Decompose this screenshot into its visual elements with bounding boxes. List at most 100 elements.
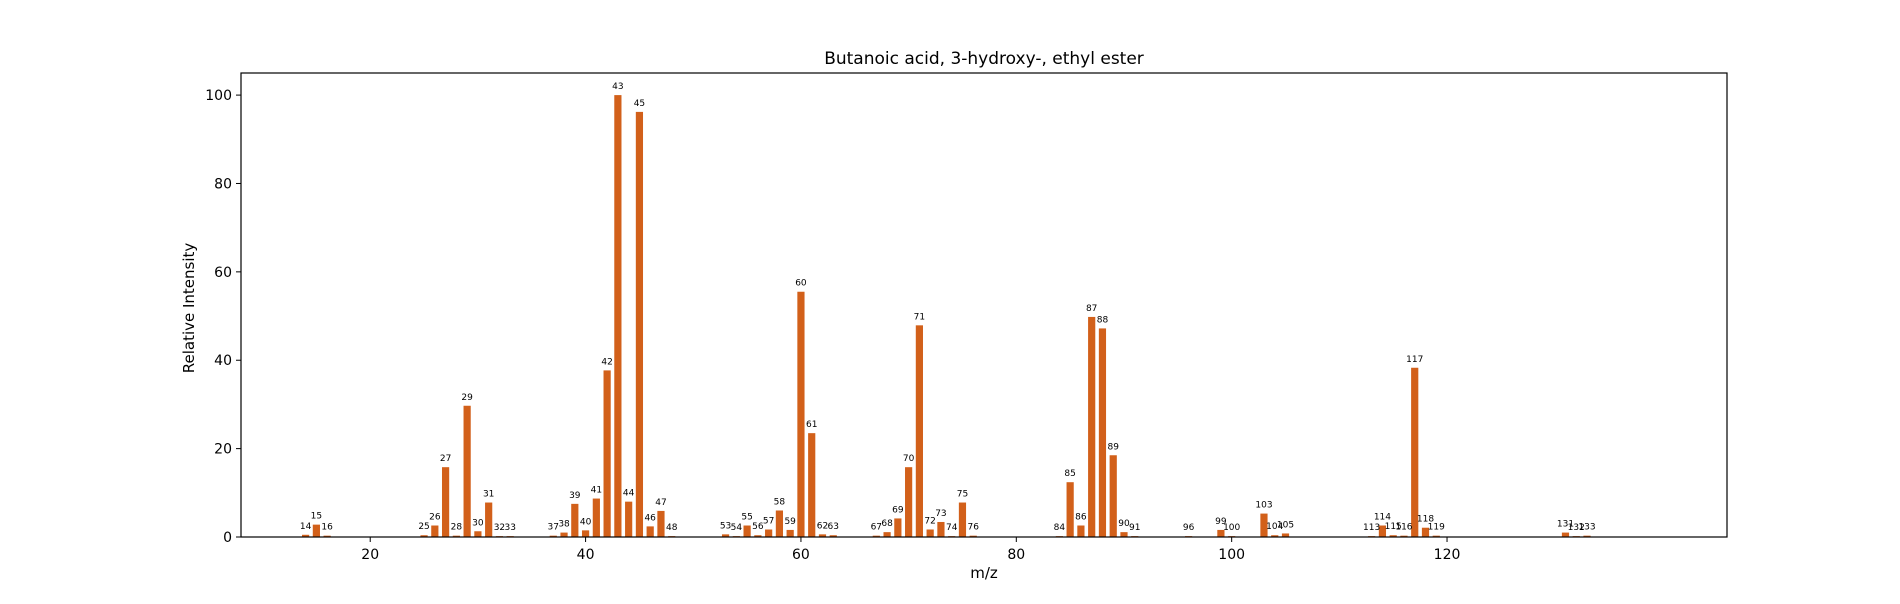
bar-mz-29	[463, 405, 471, 537]
bar-mz-76	[969, 535, 977, 537]
bar-mz-45	[635, 111, 644, 537]
bar-mz-73	[937, 521, 945, 537]
data-label-mz-55: 55	[741, 513, 752, 523]
data-label-mz-39: 39	[569, 491, 581, 501]
data-label-mz-118: 118	[1417, 515, 1434, 525]
bar-mz-115	[1389, 535, 1397, 537]
bar-mz-86	[1077, 525, 1085, 537]
data-label-mz-56: 56	[752, 522, 764, 532]
bar-mz-40	[581, 530, 590, 537]
x-tick-label-40: 40	[577, 547, 595, 563]
data-label-mz-89: 89	[1107, 442, 1119, 452]
bar-mz-44	[625, 501, 633, 537]
data-label-mz-57: 57	[763, 516, 774, 526]
y-tick-label-100: 100	[205, 88, 232, 104]
data-label-mz-114: 114	[1374, 513, 1391, 523]
bar-mz-59	[786, 529, 794, 537]
bar-mz-60	[797, 291, 805, 537]
bar-mz-53	[721, 534, 730, 537]
data-label-mz-76: 76	[968, 523, 980, 533]
bar-mz-61	[808, 433, 816, 537]
bar-mz-38	[560, 532, 568, 537]
data-label-mz-131: 131	[1557, 520, 1574, 530]
data-label-mz-104: 104	[1266, 522, 1283, 532]
data-label-mz-37: 37	[548, 523, 559, 533]
data-label-mz-132: 132	[1568, 523, 1585, 533]
bar-mz-90	[1120, 532, 1128, 537]
x-tick-label-20: 20	[361, 547, 379, 563]
bar-mz-47	[657, 510, 665, 537]
bar-mz-105	[1281, 533, 1290, 537]
bar-mz-39	[571, 503, 579, 537]
data-label-mz-15: 15	[311, 512, 322, 522]
data-label-mz-45: 45	[634, 99, 645, 109]
data-label-mz-96: 96	[1183, 523, 1195, 533]
bar-mz-71	[915, 325, 923, 537]
bar-mz-42	[603, 370, 611, 537]
data-label-mz-75: 75	[957, 490, 968, 500]
data-label-mz-70: 70	[903, 454, 915, 464]
data-label-mz-62: 62	[817, 521, 828, 531]
data-label-mz-33: 33	[504, 523, 515, 533]
data-label-mz-113: 113	[1363, 523, 1380, 533]
bar-mz-55	[743, 525, 751, 537]
data-label-mz-60: 60	[795, 279, 807, 289]
data-label-mz-103: 103	[1255, 501, 1272, 511]
data-label-mz-85: 85	[1064, 469, 1075, 479]
data-label-mz-100: 100	[1223, 523, 1240, 533]
data-label-mz-74: 74	[946, 523, 958, 533]
bar-mz-14	[302, 534, 310, 537]
bar-mz-119	[1432, 535, 1440, 537]
data-label-mz-116: 116	[1395, 523, 1412, 533]
bar-mz-26	[431, 525, 439, 537]
data-label-mz-27: 27	[440, 454, 451, 464]
data-label-mz-28: 28	[451, 523, 463, 533]
bar-mz-133	[1583, 535, 1591, 537]
data-label-mz-67: 67	[871, 523, 882, 533]
bar-mz-89	[1109, 455, 1117, 537]
bar-mz-67	[872, 535, 880, 537]
data-label-mz-58: 58	[774, 497, 786, 507]
data-label-mz-73: 73	[935, 509, 946, 519]
data-label-mz-69: 69	[892, 505, 904, 515]
data-label-mz-46: 46	[644, 513, 656, 523]
data-label-mz-38: 38	[558, 520, 570, 530]
data-label-mz-30: 30	[472, 518, 484, 528]
bar-mz-88	[1098, 328, 1107, 537]
axis-ticks-layer: 20 40 60 80 100 120 0 20 40 60 80 100	[205, 88, 1460, 563]
data-label-mz-42: 42	[601, 357, 612, 367]
bar-mz-62	[818, 534, 827, 537]
data-label-mz-54: 54	[731, 523, 743, 533]
data-label-mz-16: 16	[321, 523, 333, 533]
bar-mz-116	[1400, 535, 1408, 537]
bars-layer	[302, 95, 1591, 537]
bar-mz-131	[1561, 532, 1570, 537]
data-label-mz-26: 26	[429, 513, 441, 523]
bar-mz-114	[1378, 525, 1387, 537]
bar-mz-75	[958, 502, 967, 537]
data-label-mz-61: 61	[806, 420, 817, 430]
data-label-mz-63: 63	[828, 522, 839, 532]
data-label-mz-68: 68	[881, 519, 893, 529]
plot-frame	[240, 72, 1728, 538]
data-label-mz-29: 29	[461, 393, 473, 403]
bar-mz-37	[549, 535, 557, 537]
bar-mz-25	[420, 535, 428, 537]
bar-mz-117	[1411, 367, 1419, 537]
bar-mz-16	[323, 535, 331, 537]
y-tick-label-20: 20	[214, 442, 232, 458]
data-label-mz-105: 105	[1277, 520, 1294, 530]
bar-mz-57	[765, 529, 773, 537]
bar-mz-69	[894, 518, 902, 537]
data-label-mz-47: 47	[655, 498, 666, 508]
bar-mz-56	[754, 535, 762, 537]
data-label-mz-59: 59	[784, 517, 796, 527]
data-label-mz-90: 90	[1118, 519, 1130, 529]
data-label-mz-31: 31	[483, 490, 494, 500]
data-label-mz-133: 133	[1578, 523, 1595, 533]
bar-mz-70	[905, 467, 913, 537]
data-label-mz-44: 44	[623, 489, 635, 499]
